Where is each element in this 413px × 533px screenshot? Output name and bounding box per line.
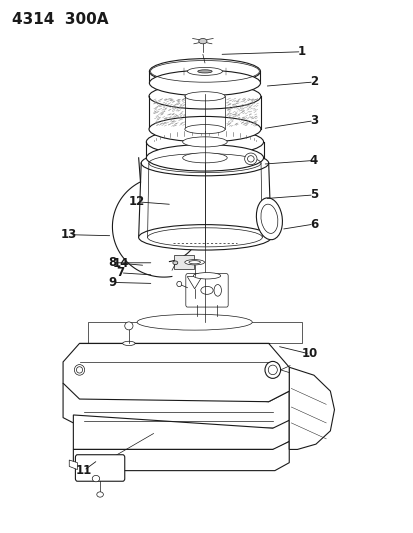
Text: 2: 2 <box>309 76 317 88</box>
Ellipse shape <box>182 137 227 147</box>
Text: 1: 1 <box>297 45 305 58</box>
Ellipse shape <box>244 153 256 165</box>
Ellipse shape <box>92 475 100 482</box>
Polygon shape <box>73 415 289 449</box>
Ellipse shape <box>173 261 177 265</box>
Text: 8: 8 <box>108 256 116 269</box>
Ellipse shape <box>138 224 271 250</box>
Polygon shape <box>73 441 289 471</box>
Ellipse shape <box>149 70 260 96</box>
Ellipse shape <box>184 260 204 265</box>
Text: 4314  300A: 4314 300A <box>12 12 108 27</box>
Text: 11: 11 <box>75 464 92 477</box>
Polygon shape <box>289 367 334 449</box>
Polygon shape <box>63 343 289 402</box>
Ellipse shape <box>149 116 260 142</box>
Ellipse shape <box>141 150 268 176</box>
Ellipse shape <box>97 492 103 497</box>
Text: 5: 5 <box>309 189 317 201</box>
Ellipse shape <box>193 272 220 279</box>
Text: 9: 9 <box>108 276 116 289</box>
Ellipse shape <box>74 365 84 375</box>
Ellipse shape <box>184 125 225 134</box>
Ellipse shape <box>214 285 221 296</box>
Ellipse shape <box>197 70 211 73</box>
Ellipse shape <box>146 128 263 155</box>
FancyBboxPatch shape <box>185 273 228 307</box>
Ellipse shape <box>122 341 135 345</box>
Polygon shape <box>63 383 289 428</box>
Ellipse shape <box>256 198 282 240</box>
Ellipse shape <box>149 59 260 84</box>
Ellipse shape <box>182 153 227 163</box>
Polygon shape <box>88 322 301 343</box>
Text: 14: 14 <box>112 257 128 270</box>
Text: 6: 6 <box>309 217 317 231</box>
Text: 7: 7 <box>116 266 124 279</box>
Text: 4: 4 <box>309 154 317 167</box>
Ellipse shape <box>124 322 133 330</box>
Text: 12: 12 <box>129 195 145 208</box>
Ellipse shape <box>149 84 260 109</box>
Ellipse shape <box>264 361 280 378</box>
Ellipse shape <box>146 144 263 171</box>
Text: 10: 10 <box>301 348 317 360</box>
Ellipse shape <box>137 314 252 330</box>
Polygon shape <box>187 277 202 289</box>
FancyBboxPatch shape <box>174 255 193 269</box>
Ellipse shape <box>184 92 225 101</box>
Ellipse shape <box>198 38 206 44</box>
FancyBboxPatch shape <box>75 455 124 481</box>
Ellipse shape <box>187 67 222 75</box>
Polygon shape <box>69 460 77 470</box>
Text: 13: 13 <box>61 228 77 241</box>
Text: 3: 3 <box>309 114 317 127</box>
